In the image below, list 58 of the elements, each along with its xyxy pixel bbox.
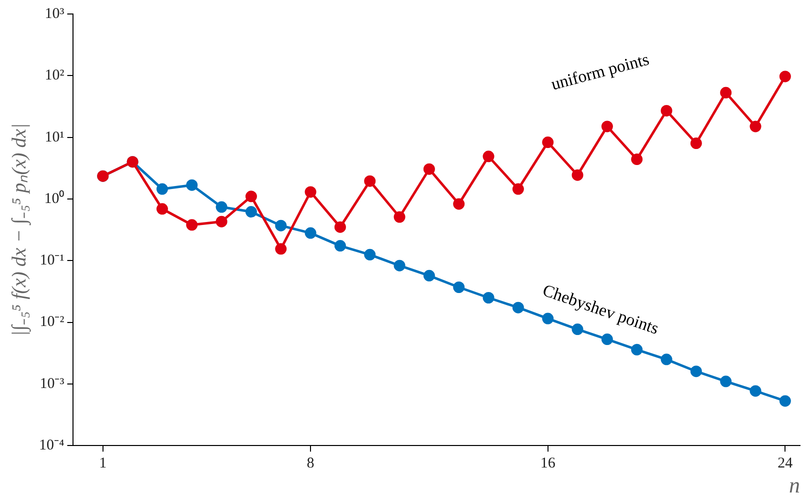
- x-tick-label: 8: [306, 456, 314, 472]
- point: [394, 211, 406, 223]
- point: [423, 270, 435, 282]
- point: [453, 282, 465, 293]
- point: [660, 354, 672, 366]
- y-tick-label: 10⁻²: [40, 314, 65, 330]
- y-tick-label: 10⁻⁴: [38, 438, 64, 454]
- point: [482, 150, 494, 162]
- point: [779, 70, 791, 82]
- x-tick-label: 1: [99, 456, 107, 472]
- point: [572, 169, 584, 181]
- point: [334, 240, 346, 252]
- point: [156, 203, 168, 215]
- point: [364, 248, 376, 260]
- y-tick-label: 10⁻¹: [40, 252, 64, 269]
- y-tick-label: 10²: [44, 68, 65, 84]
- point: [453, 198, 465, 210]
- y-tick-label: 10⁻³: [40, 376, 65, 392]
- point: [690, 138, 702, 150]
- text: uniform points: [549, 50, 652, 94]
- point: [156, 183, 168, 195]
- point: [601, 334, 613, 346]
- point: [660, 104, 672, 116]
- point: [512, 302, 524, 314]
- point: [216, 201, 228, 213]
- point: [690, 366, 702, 378]
- point: [720, 376, 732, 388]
- point: [631, 344, 643, 356]
- y-tick-label: 10³: [44, 6, 65, 22]
- point: [512, 183, 524, 195]
- point: [186, 219, 198, 231]
- y-tick-label: 10¹: [44, 129, 64, 146]
- point: [750, 385, 762, 397]
- point: [572, 324, 584, 336]
- point: [245, 206, 257, 218]
- x-tick-label: 16: [540, 456, 556, 472]
- point: [186, 179, 198, 191]
- x-axis-title: n: [789, 472, 800, 498]
- point: [304, 227, 316, 239]
- point: [601, 120, 613, 132]
- y-axis-title: |∫₋₅⁵ f(x) dx − ∫₋₅⁵ pₙ(x) dx|: [8, 123, 32, 336]
- point: [542, 136, 554, 148]
- point: [216, 216, 228, 228]
- point: [275, 243, 287, 255]
- point: [720, 86, 732, 98]
- point: [334, 221, 346, 233]
- x-tick-label: 24: [778, 456, 794, 472]
- point: [364, 175, 376, 187]
- point: [750, 120, 762, 132]
- point: [482, 292, 494, 304]
- point: [275, 220, 287, 232]
- point: [394, 260, 406, 272]
- point: [423, 163, 435, 175]
- y-tick-label: 10⁰: [44, 190, 64, 207]
- point: [779, 395, 791, 407]
- point: [631, 154, 643, 166]
- point: [245, 190, 257, 202]
- point: [304, 186, 316, 198]
